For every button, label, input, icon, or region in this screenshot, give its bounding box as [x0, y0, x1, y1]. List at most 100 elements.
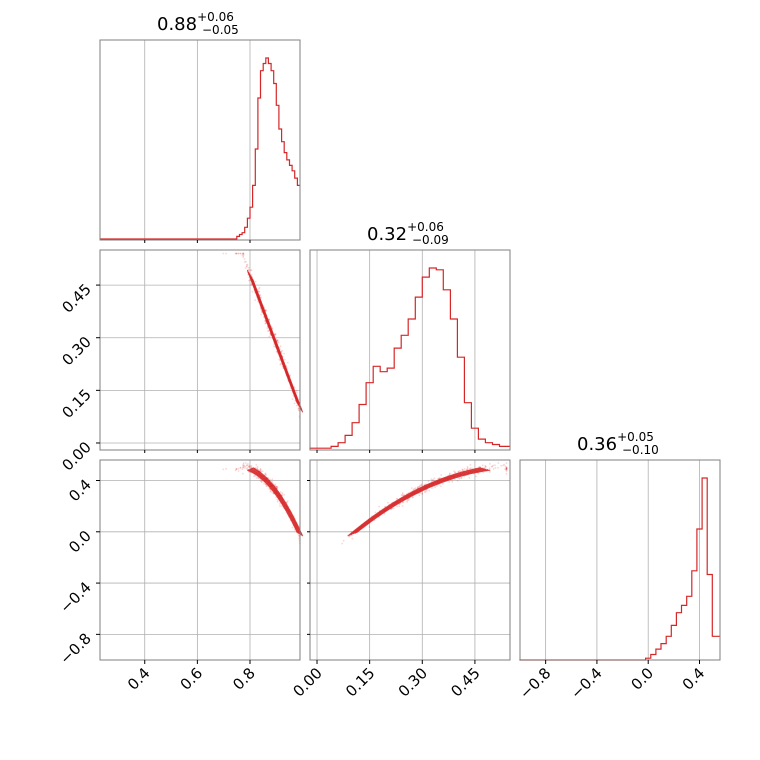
scatter-point	[401, 494, 404, 497]
scatter-point	[281, 492, 284, 494]
scatter-point	[497, 462, 500, 464]
x-tick-label: 0.15	[342, 664, 378, 700]
scatter-point	[257, 291, 260, 293]
scatter-point	[250, 466, 253, 468]
scatter-point	[268, 318, 271, 321]
scatter-point	[418, 494, 421, 497]
scatter-point	[477, 472, 480, 475]
scatter-point	[297, 409, 300, 412]
scatter-point	[242, 252, 245, 255]
scatter-point	[434, 486, 436, 489]
scatter-point	[505, 462, 508, 465]
histogram-param2	[309, 267, 510, 449]
scatter-point	[286, 361, 289, 364]
scatter-point	[497, 467, 499, 469]
scatter-point	[398, 505, 401, 508]
scatter-point	[466, 467, 469, 470]
scatter-point	[454, 471, 457, 474]
scatter-point	[259, 469, 261, 472]
scatter-point	[400, 494, 403, 496]
scatter-point	[274, 483, 276, 486]
scatter-point	[249, 269, 252, 272]
grid-layer	[100, 40, 700, 660]
scatter-point	[505, 466, 508, 469]
scatter-point	[505, 466, 508, 469]
scatter-point	[244, 465, 247, 468]
scatter-point	[396, 505, 399, 508]
scatter-point	[283, 493, 285, 496]
scatter-point	[413, 488, 416, 490]
scatter-point	[266, 327, 269, 329]
scatter-point	[431, 480, 433, 483]
scatter-point	[505, 472, 508, 475]
scatter-point	[441, 482, 444, 485]
scatter-point	[421, 492, 424, 495]
scatter-point	[242, 466, 245, 469]
scatter-point	[271, 478, 274, 481]
hist-panel-1	[99, 39, 301, 241]
x-tick-label: 0.4	[679, 664, 709, 694]
scatter-point	[259, 294, 262, 297]
scatter-point	[351, 537, 354, 540]
scatter-point	[267, 329, 270, 332]
param2-minus: −0.09	[412, 233, 449, 247]
scatter-point	[273, 345, 275, 348]
scatter-point	[504, 465, 507, 467]
scatter-point	[265, 474, 268, 476]
scatter-point	[505, 468, 508, 471]
scatter-point	[237, 470, 240, 472]
scatter-point	[239, 467, 242, 469]
scatter-point	[451, 479, 454, 481]
scatter-point	[500, 465, 502, 467]
scatter-point	[276, 340, 279, 343]
scatter-point	[505, 469, 508, 472]
scatter-point	[254, 280, 257, 283]
scatter-point	[387, 501, 389, 504]
scatter-point	[237, 467, 240, 470]
scatter-point	[430, 478, 433, 481]
scatter-point	[268, 488, 271, 490]
scatter-point	[239, 466, 242, 469]
scatter-point	[468, 477, 471, 479]
scatter-point	[469, 467, 472, 470]
scatter-point	[270, 480, 273, 483]
scatter-point	[242, 464, 245, 467]
scatter-point	[374, 511, 377, 514]
contour-line	[352, 468, 487, 535]
contour-line	[349, 467, 483, 536]
scatter-point	[465, 468, 468, 471]
scatter-point	[460, 477, 463, 480]
scatter-point	[448, 473, 451, 475]
x-tick-label: 0.45	[447, 664, 483, 700]
scatter-point	[222, 252, 225, 255]
scatter-point	[241, 254, 244, 256]
scatter-point	[368, 526, 371, 528]
scatter-point	[298, 407, 300, 410]
scatter-point	[420, 484, 423, 487]
scatter-point	[463, 475, 465, 478]
scatter-panel-2-1	[99, 249, 301, 451]
scatter-point	[264, 473, 267, 475]
x-tick-label: 0.0	[627, 664, 657, 694]
contour-line	[247, 469, 298, 533]
scatter-point	[277, 339, 279, 342]
scatter-point	[268, 335, 271, 338]
contour-line	[356, 469, 490, 534]
scatter-point	[261, 481, 263, 483]
scatter-point	[494, 464, 496, 467]
scatter-point	[250, 273, 253, 276]
scatter-point	[461, 468, 464, 471]
scatter-point	[237, 252, 240, 255]
scatter-point	[406, 500, 408, 503]
scatter-point	[246, 264, 248, 266]
scatter-point	[428, 489, 431, 492]
contour-line	[249, 468, 300, 535]
scatter-point	[243, 467, 246, 469]
scatter-point	[256, 465, 259, 468]
scatter-point	[246, 265, 248, 268]
scatter-point	[503, 463, 505, 466]
param1-title: 0.88+0.06 −0.05	[157, 10, 239, 37]
param3-minus: −0.10	[622, 443, 659, 457]
scatter-point	[279, 503, 281, 505]
scatter-point	[432, 478, 435, 481]
